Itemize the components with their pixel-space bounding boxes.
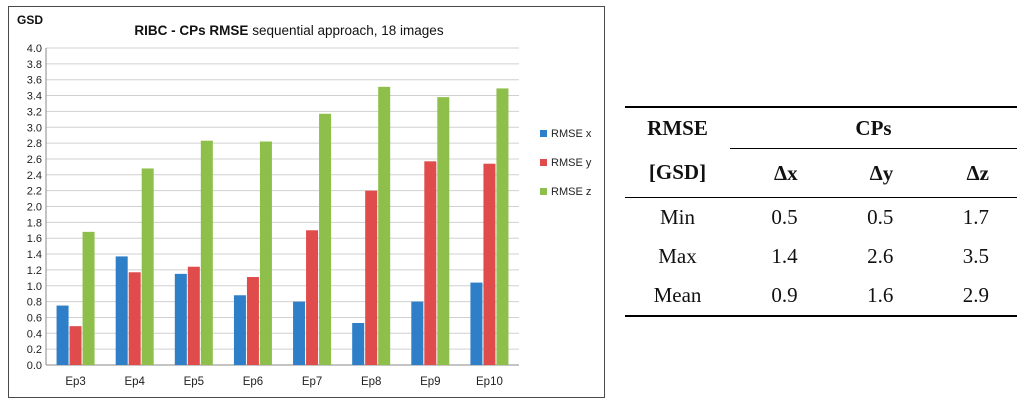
table-header-dz: Δz [921, 148, 1017, 198]
table-row-mean: Mean 0.9 1.6 2.9 [625, 276, 1017, 317]
y-tick-label: 3.6 [27, 75, 42, 87]
cell-dx: 0.5 [771, 205, 798, 229]
y-axis-label: GSD [17, 13, 43, 27]
bar-rmse-x-ep8 [352, 322, 365, 365]
bar-rmse-y-ep8 [365, 190, 378, 365]
x-tick-label: Ep4 [124, 376, 145, 388]
x-tick-label: Ep8 [361, 376, 381, 388]
bar-rmse-x-ep6 [233, 295, 246, 365]
x-tick-label: Ep5 [184, 376, 204, 388]
cell-dz: 2.9 [921, 276, 1017, 317]
legend-swatch [540, 188, 547, 195]
bar-rmse-z-ep4 [141, 168, 154, 365]
chart-title-rest: sequential approach, 18 images [248, 23, 443, 38]
bar-rmse-z-ep3 [82, 231, 95, 365]
table-header-dy: Δy [825, 148, 922, 198]
y-tick-label: 3.0 [27, 122, 42, 134]
y-tick-label: 2.4 [27, 170, 42, 182]
table-row-max: Max 1.4 2.6 3.5 [625, 237, 1017, 276]
cell-dz: 3.5 [962, 244, 989, 268]
rmse-table-panel: RMSE CPs [GSD] Δx Δy Δz Min 0.5 0.5 1.7 … [625, 106, 1017, 317]
cell-dy: 2.6 [867, 244, 894, 268]
cell-dy: 1.6 [825, 276, 922, 317]
bar-rmse-x-ep3 [56, 305, 69, 365]
row-label: Min [659, 205, 695, 229]
x-tick-label: Ep10 [476, 376, 503, 388]
y-tick-label: 0.2 [27, 344, 42, 356]
bar-rmse-z-ep9 [437, 97, 450, 365]
table-header-dx: Δx [730, 148, 826, 198]
chart-title: RIBC - CPs RMSE sequential approach, 18 … [134, 23, 443, 38]
bar-rmse-x-ep7 [293, 301, 306, 365]
x-tick-label: Ep3 [65, 376, 85, 388]
legend-label: RMSE y [551, 157, 592, 169]
cell-dx: 1.4 [771, 244, 798, 268]
bar-rmse-x-ep10 [470, 282, 483, 365]
y-tick-label: 3.8 [27, 59, 42, 71]
bar-rmse-z-ep6 [259, 141, 272, 365]
y-tick-label: 1.2 [27, 265, 42, 277]
y-tick-label: 0.4 [27, 328, 42, 340]
bar-rmse-y-ep4 [128, 272, 141, 365]
bar-rmse-x-ep9 [411, 301, 424, 365]
bar-rmse-y-ep6 [246, 277, 259, 365]
legend-swatch [540, 159, 547, 166]
y-tick-label: 1.6 [27, 233, 42, 245]
x-tick-label: Ep9 [420, 376, 440, 388]
bar-rmse-x-ep5 [174, 273, 187, 365]
legend-label: RMSE x [551, 128, 592, 140]
y-tick-label: 1.0 [27, 281, 42, 293]
bar-rmse-z-ep10 [496, 88, 509, 365]
bar-rmse-y-ep9 [424, 161, 437, 365]
bar-chart: 0.0 0.2 0.4 0.6 0.8 1.0 1.2 1.4 1.6 1.8 2.0 2.2 2.4 2… [17, 13, 592, 388]
row-label: Mean [625, 276, 730, 317]
legend-swatch [540, 130, 547, 137]
legend-label: RMSE z [551, 186, 591, 198]
y-tick-label: 1.4 [27, 249, 42, 261]
bar-rmse-y-ep5 [187, 266, 200, 365]
bar-rmse-z-ep5 [200, 140, 213, 365]
y-tick-label: 0.6 [27, 312, 42, 324]
y-tick-label: 0.8 [27, 297, 42, 309]
cell-dy: 0.5 [867, 205, 894, 229]
table-row-min: Min 0.5 0.5 1.7 [625, 198, 1017, 238]
bar-rmse-x-ep4 [115, 256, 128, 365]
chart-panel: 0.0 0.2 0.4 0.6 0.8 1.0 1.2 1.4 1.6 1.8 2.0 2.2 2.4 2… [8, 6, 605, 398]
x-tick-label: Ep7 [302, 376, 322, 388]
chart-title-bold: RIBC - CPs RMSE [134, 23, 248, 38]
y-tick-label: 1.8 [27, 217, 42, 229]
y-tick-label: 2.8 [27, 138, 42, 150]
y-tick-label: 0.0 [27, 360, 42, 372]
bar-rmse-y-ep7 [306, 230, 319, 365]
bar-rmse-y-ep10 [483, 163, 496, 365]
y-tick-label: 2.2 [27, 186, 42, 198]
bar-rmse-y-ep3 [69, 326, 82, 365]
y-tick-label: 3.4 [27, 91, 42, 103]
bar-rmse-z-ep7 [319, 113, 332, 365]
table-header-cps: CPs [730, 106, 1017, 149]
cell-dz: 1.7 [962, 205, 989, 229]
bar-rmse-z-ep8 [378, 86, 391, 366]
y-tick-label: 3.2 [27, 106, 42, 118]
rmse-table: RMSE CPs [GSD] Δx Δy Δz Min 0.5 0.5 1.7 … [625, 106, 1017, 317]
y-tick-label: 4.0 [27, 43, 42, 55]
row-label: Max [658, 244, 697, 268]
table-header-rmse: RMSE [625, 106, 730, 149]
table-header-gsd: [GSD] [625, 148, 730, 198]
y-tick-label: 2.0 [27, 202, 42, 214]
cell-dx: 0.9 [730, 276, 826, 317]
x-tick-label: Ep6 [243, 376, 263, 388]
y-tick-label: 2.6 [27, 154, 42, 166]
